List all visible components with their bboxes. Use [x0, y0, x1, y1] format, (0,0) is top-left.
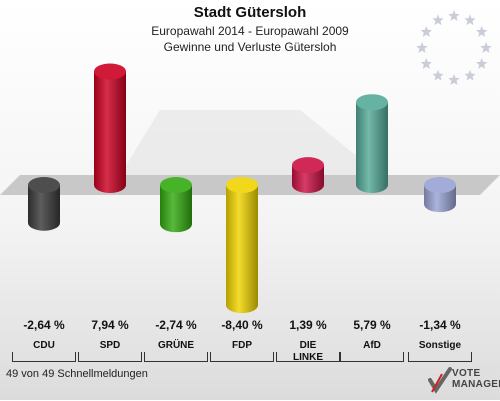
status-text: 49 von 49 Schnellmeldungen	[6, 368, 148, 380]
check-mark-icon	[428, 367, 452, 394]
category-label: GRÜNE	[157, 340, 195, 351]
star-icon	[432, 14, 444, 26]
category-bracket	[340, 352, 404, 362]
chart-title: Stadt Gütersloh	[193, 4, 307, 21]
category-bracket	[12, 352, 76, 362]
vote-manager-logo: VOTE MANAGER	[428, 366, 500, 398]
star-icon	[420, 26, 432, 37]
bar-fdp	[226, 177, 258, 314]
star-icon	[464, 14, 476, 26]
star-icon	[464, 69, 476, 81]
bar-afd	[356, 94, 388, 193]
bar-top	[356, 94, 388, 111]
bar-cdu	[28, 177, 60, 231]
logo-line-1: VOTE	[452, 368, 481, 379]
category-label: Sonstige	[418, 340, 462, 351]
chart-subtitle: Europawahl 2014 - Europawahl 2009	[151, 24, 349, 38]
eu-stars-icon	[416, 10, 492, 85]
category-bracket	[144, 352, 208, 362]
star-icon	[448, 74, 460, 85]
value-label: -8,40 %	[221, 318, 263, 332]
bar-body	[28, 185, 60, 231]
bar-top	[424, 177, 456, 193]
bar-top	[292, 157, 324, 174]
category-label: DIE LINKE	[293, 340, 323, 363]
category-label: AfD	[363, 340, 381, 351]
logo-line-2: MANAGER	[452, 379, 500, 390]
bar-top	[94, 63, 126, 80]
star-icon	[432, 69, 444, 81]
star-icon	[416, 42, 428, 53]
category-bracket	[276, 352, 340, 362]
category-label: FDP	[232, 340, 252, 351]
bar-top	[226, 177, 258, 193]
bar-spd	[94, 63, 126, 193]
chart-subtitle-2: Gewinne und Verluste Gütersloh	[163, 40, 337, 54]
bar-body	[160, 185, 192, 233]
star-icon	[480, 42, 492, 53]
bar-body	[292, 165, 324, 193]
baseline-plane-shadow	[120, 110, 380, 175]
bar-body	[226, 185, 258, 314]
value-label: 7,94 %	[91, 318, 129, 332]
value-label: 1,39 %	[289, 318, 327, 332]
star-icon	[420, 58, 432, 69]
bar-sonstige	[424, 177, 456, 213]
star-icon	[476, 26, 488, 37]
value-label: -2,74 %	[155, 318, 197, 332]
bar-top	[160, 177, 192, 193]
value-label: -2,64 %	[23, 318, 65, 332]
category-bracket	[408, 352, 472, 362]
star-icon	[476, 58, 488, 69]
star-icon	[448, 10, 460, 21]
category-bracket	[210, 352, 274, 362]
value-label: -1,34 %	[419, 318, 461, 332]
category-bracket	[78, 352, 142, 362]
bar-top	[28, 177, 60, 193]
bar-body	[94, 71, 126, 193]
value-label: 5,79 %	[353, 318, 391, 332]
bar-body	[356, 102, 388, 193]
category-label: SPD	[99, 340, 121, 351]
category-label: CDU	[33, 340, 55, 351]
bar-grüne	[160, 177, 192, 233]
bar-die-linke	[292, 157, 324, 193]
